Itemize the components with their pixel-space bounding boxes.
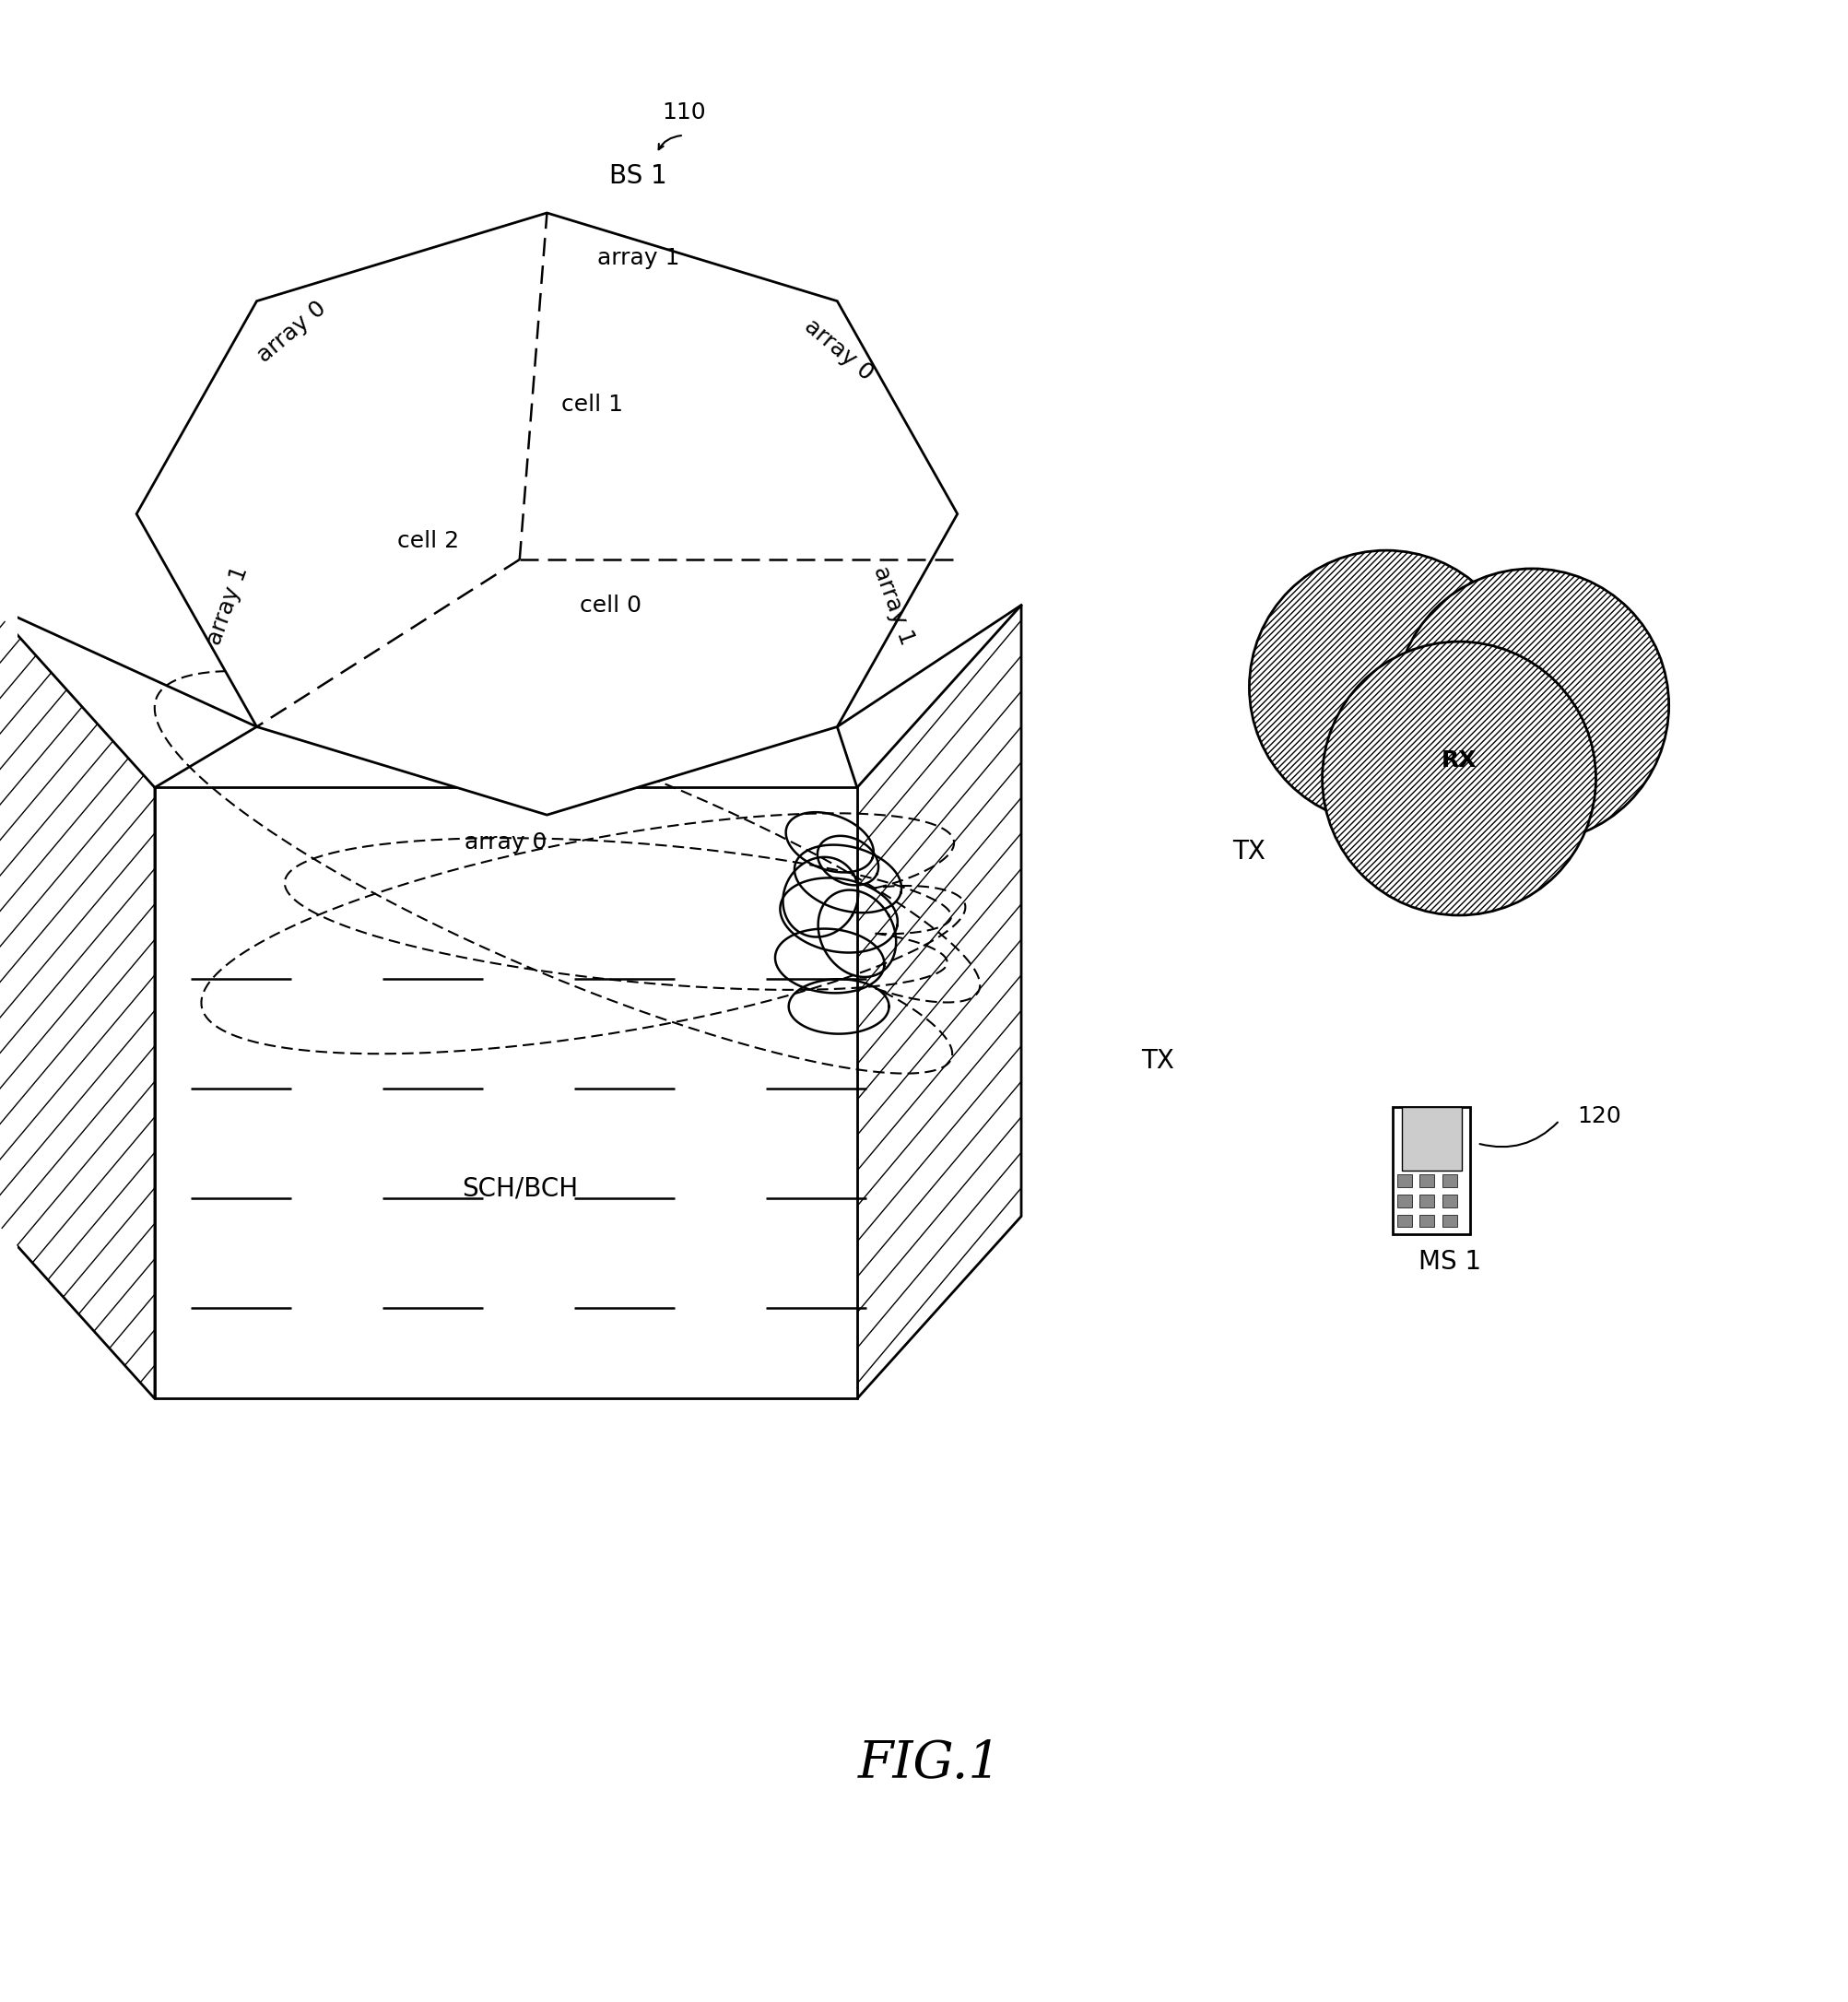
Text: array 1: array 1 [869, 563, 918, 647]
Text: TX: TX [1277, 657, 1310, 683]
Bar [1441, 1175, 1456, 1187]
Text: cell 0: cell 0 [580, 595, 641, 617]
Circle shape [1249, 551, 1523, 825]
Text: TX: TX [1140, 1049, 1173, 1075]
Text: FIG.1: FIG.1 [857, 1738, 1002, 1788]
Bar [1441, 1195, 1456, 1207]
Circle shape [1321, 641, 1595, 915]
Text: RX: RX [1441, 749, 1477, 771]
Bar [1441, 1215, 1456, 1227]
Bar [1397, 1195, 1412, 1207]
Bar [1397, 1215, 1412, 1227]
Text: array 0: array 0 [800, 314, 878, 384]
Text: 120: 120 [1576, 1105, 1621, 1127]
Text: TX: TX [1233, 839, 1266, 865]
Polygon shape [0, 605, 155, 1399]
Polygon shape [857, 605, 1020, 1399]
Bar [1419, 1175, 1434, 1187]
Polygon shape [137, 212, 957, 815]
Text: cell 2: cell 2 [397, 531, 458, 553]
Text: array 0: array 0 [253, 296, 331, 366]
Bar [1392, 1107, 1469, 1235]
Polygon shape [155, 787, 857, 1399]
Circle shape [1395, 569, 1669, 843]
Text: array 0: array 0 [464, 831, 547, 853]
Bar [1419, 1195, 1434, 1207]
Text: SCH/BCH: SCH/BCH [462, 1175, 577, 1201]
Text: MS 1: MS 1 [1417, 1249, 1480, 1275]
Bar [1397, 1175, 1412, 1187]
Text: array 1: array 1 [597, 248, 678, 270]
Text: BS 1: BS 1 [610, 164, 667, 190]
Text: 110: 110 [662, 102, 706, 124]
Bar [1401, 1107, 1460, 1171]
Text: cell 1: cell 1 [562, 394, 623, 416]
Bar [1419, 1215, 1434, 1227]
Text: array 1: array 1 [203, 563, 251, 647]
